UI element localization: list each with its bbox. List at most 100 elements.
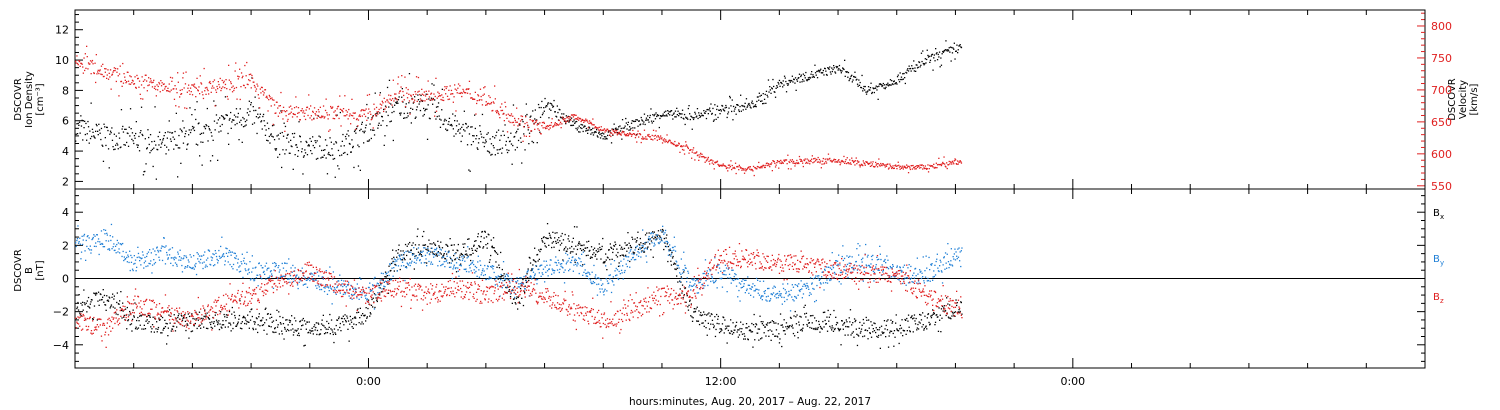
data-point: [322, 324, 324, 326]
data-point: [521, 119, 524, 121]
data-point: [275, 331, 277, 333]
data-point: [173, 148, 175, 150]
data-point: [956, 302, 958, 304]
data-point: [452, 101, 454, 103]
data-point: [723, 316, 725, 319]
data-point: [185, 256, 188, 259]
data-point: [426, 93, 429, 95]
data-point: [410, 262, 412, 264]
data-point: [99, 241, 101, 243]
data-point: [812, 314, 814, 317]
data-point: [204, 251, 206, 253]
data-point: [490, 254, 492, 257]
data-point: [443, 120, 445, 122]
data-point: [537, 122, 539, 125]
data-point: [800, 75, 802, 78]
data-point: [696, 306, 698, 308]
data-point: [822, 320, 824, 323]
data-point: [609, 258, 611, 261]
data-point: [279, 112, 281, 114]
data-point: [858, 79, 860, 81]
data-point: [922, 62, 924, 65]
data-point: [450, 93, 452, 95]
data-point: [355, 132, 357, 134]
data-point: [97, 71, 99, 73]
data-point: [421, 251, 423, 253]
data-point: [178, 256, 181, 258]
ion-density-axis-label: DSCOVR Ion Density [cm⁻³]: [13, 71, 46, 128]
data-point: [959, 310, 961, 313]
data-point: [591, 124, 593, 126]
data-point: [494, 85, 496, 87]
data-point: [277, 134, 279, 136]
data-point: [460, 263, 462, 265]
data-point: [146, 255, 148, 258]
data-point: [590, 256, 592, 258]
data-point: [825, 162, 828, 164]
data-point: [453, 135, 455, 137]
data-point: [931, 165, 934, 167]
data-point: [264, 308, 266, 310]
data-point: [847, 334, 849, 336]
data-point: [935, 48, 937, 50]
data-point: [266, 267, 269, 270]
data-point: [919, 322, 921, 324]
data-point: [865, 316, 867, 319]
data-point: [368, 140, 370, 142]
data-point: [289, 321, 291, 323]
data-point: [334, 110, 336, 112]
data-point: [448, 262, 451, 264]
data-point: [616, 130, 618, 132]
data-point: [587, 121, 589, 123]
data-point: [935, 167, 937, 169]
data-point: [183, 316, 185, 319]
data-point: [478, 245, 480, 247]
data-point: [95, 245, 97, 248]
data-point: [196, 101, 198, 103]
data-point: [261, 319, 263, 321]
data-point: [471, 97, 473, 99]
data-point: [199, 75, 201, 77]
data-point: [355, 118, 358, 121]
data-point: [140, 264, 142, 266]
data-point: [927, 164, 929, 166]
data-point: [150, 260, 152, 262]
data-point: [889, 79, 892, 81]
data-point: [758, 328, 761, 330]
data-point: [620, 127, 622, 130]
data-point: [461, 95, 463, 98]
data-point: [789, 79, 791, 82]
data-point: [100, 73, 102, 75]
data-point: [460, 91, 462, 94]
data-point: [394, 261, 396, 263]
data-point: [946, 162, 948, 164]
data-point: [603, 262, 606, 264]
data-point: [376, 284, 378, 286]
data-point: [110, 304, 113, 306]
data-point: [758, 161, 760, 164]
data-point: [802, 79, 804, 81]
data-point: [428, 253, 431, 256]
data-point: [510, 132, 512, 134]
data-point: [201, 319, 204, 321]
data-point: [755, 323, 757, 325]
data-point: [255, 109, 257, 112]
data-point: [110, 88, 112, 90]
data-point: [445, 93, 447, 95]
data-point: [436, 255, 438, 257]
data-point: [898, 81, 901, 83]
data-point: [455, 89, 458, 91]
data-point: [910, 316, 913, 318]
data-point: [190, 129, 192, 131]
data-point: [767, 322, 769, 324]
data-point: [154, 261, 157, 264]
data-point: [94, 235, 96, 237]
data-point: [223, 80, 225, 82]
data-point: [879, 326, 881, 329]
data-point: [667, 141, 669, 144]
data-point: [599, 137, 602, 139]
data-point: [598, 129, 600, 131]
data-point: [691, 316, 693, 318]
data-point: [801, 328, 803, 331]
data-point: [475, 250, 478, 252]
